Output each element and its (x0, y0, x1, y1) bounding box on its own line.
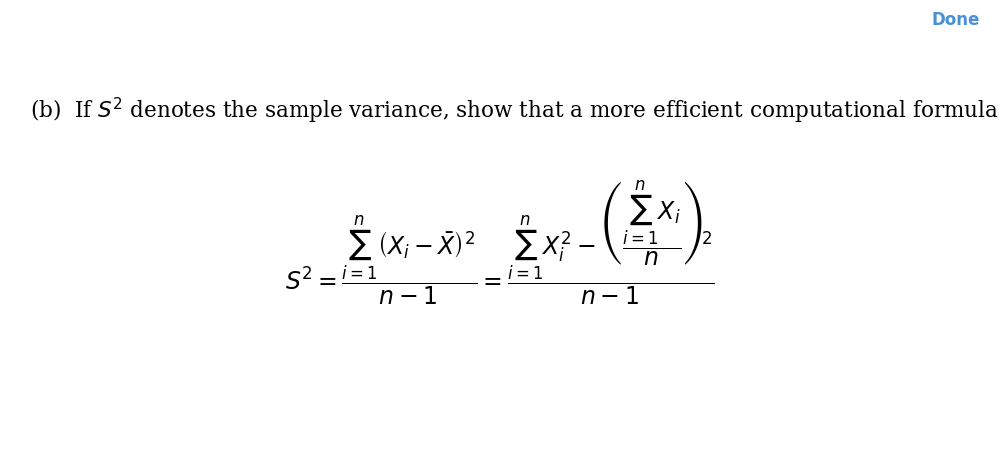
Text: 🔍: 🔍 (785, 13, 795, 28)
Text: (b)  If $S^2$ denotes the sample variance, show that a more efficient computatio: (b) If $S^2$ denotes the sample variance… (30, 96, 1000, 126)
Text: ↑: ↑ (712, 12, 728, 29)
Text: Done: Done (932, 12, 980, 29)
Text: ✉: ✉ (854, 13, 866, 28)
Text: ∨: ∨ (555, 14, 564, 27)
Text: $S^2 = \dfrac{\sum_{i=1}^{n}\left(X_i - \bar{X}\right)^2}{n-1} = \dfrac{\sum_{i=: $S^2 = \dfrac{\sum_{i=1}^{n}\left(X_i - … (285, 178, 715, 307)
Text: HW2 with JMP: HW2 with JMP (429, 12, 571, 29)
Text: Ⓐ: Ⓐ (925, 13, 935, 28)
